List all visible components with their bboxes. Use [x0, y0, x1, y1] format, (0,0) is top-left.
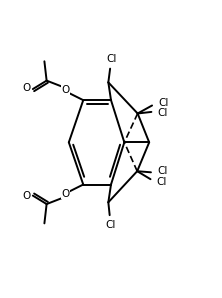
Text: Cl: Cl — [157, 166, 168, 176]
Text: O: O — [23, 83, 31, 93]
Text: Cl: Cl — [106, 220, 116, 229]
Text: O: O — [61, 189, 70, 199]
Text: Cl: Cl — [159, 98, 169, 108]
Text: O: O — [23, 191, 31, 201]
Text: Cl: Cl — [106, 54, 116, 64]
Text: Cl: Cl — [157, 177, 167, 187]
Text: O: O — [61, 86, 70, 95]
Text: Cl: Cl — [158, 108, 168, 118]
